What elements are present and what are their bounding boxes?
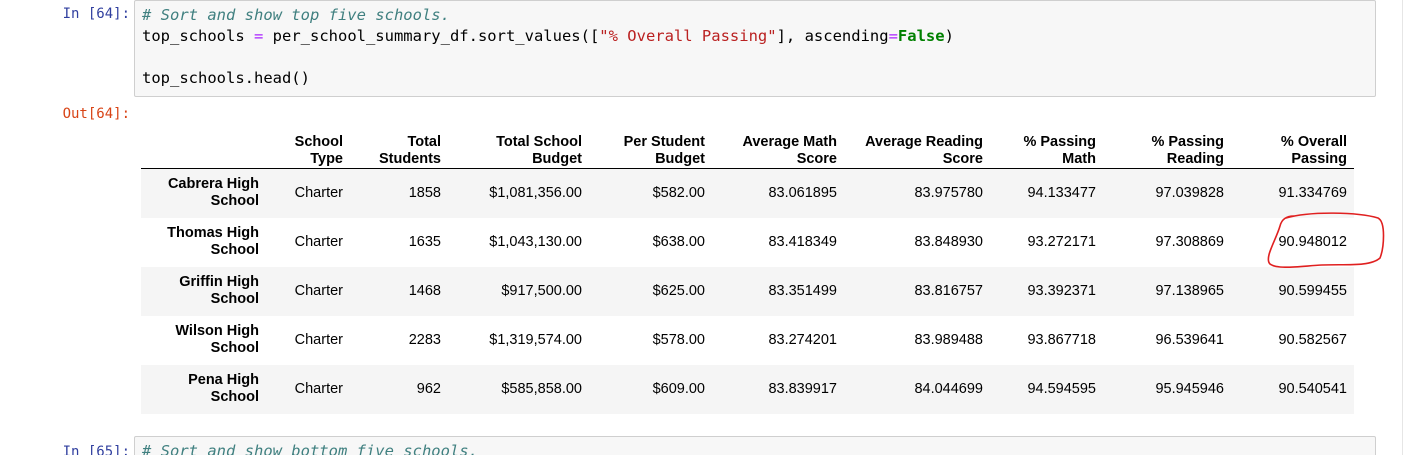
- table-cell: 90.599455: [1278, 283, 1347, 299]
- table-cell: Charter: [294, 381, 343, 397]
- table-row: Griffin High School Charter 1468 $917,500…: [141, 266, 1354, 316]
- table-cell: 83.274201: [768, 332, 837, 348]
- table-cell: 962: [416, 381, 441, 397]
- table-cell: 90.540541: [1278, 381, 1347, 397]
- code-editor[interactable]: # Sort and show bottom five schools.: [135, 437, 1375, 455]
- output-prompt: Out[64]:: [62, 106, 130, 122]
- code-keyword: False: [897, 27, 945, 45]
- code-token: per_school_summary_df.sort_values([: [263, 27, 600, 45]
- table-cell: 97.039828: [1155, 185, 1224, 202]
- code-line: top_schools.head(): [142, 69, 310, 87]
- header-row: School Type Total Students Total School Bud…: [141, 122, 1354, 169]
- code-token: top_schools: [142, 27, 254, 45]
- table-cell: 83.839917: [768, 381, 837, 397]
- table-cell: 84.044699: [914, 381, 983, 397]
- input-prompt: In [65]:: [62, 444, 130, 455]
- column-header: Total Students: [350, 122, 448, 169]
- table-cell: $1,081,356.00: [489, 185, 582, 202]
- code-comment: # Sort and show bottom five schools.: [142, 442, 478, 455]
- row-index: Cabrera High School: [167, 176, 259, 210]
- column-header: % Passing Math: [990, 122, 1103, 169]
- table-cell: 93.867718: [1027, 332, 1096, 348]
- table-cell: $578.00: [652, 332, 705, 348]
- code-cell-input[interactable]: # Sort and show top five schools. top_sc…: [134, 0, 1376, 97]
- table-cell: $582.00: [652, 185, 705, 202]
- table-row: Thomas High School Charter 1635 $1,043,13…: [141, 218, 1354, 267]
- table-row: Pena High School Charter 962 $585,858.00 …: [141, 364, 1354, 414]
- code-token: ], ascending: [776, 27, 889, 45]
- table-cell: 83.418349: [768, 234, 837, 250]
- code-operator: =: [253, 27, 264, 45]
- table-cell: 90.582567: [1278, 332, 1347, 348]
- row-index: Griffin High School: [179, 274, 259, 307]
- table-cell: 83.848930: [914, 234, 983, 250]
- code-string: "% Overall Passing": [599, 27, 777, 45]
- table-cell: $638.00: [652, 234, 705, 250]
- table-cell: 96.539641: [1155, 332, 1224, 348]
- code-token: ): [944, 27, 954, 45]
- column-header: School Type: [266, 122, 350, 169]
- table-cell: $609.00: [652, 381, 705, 397]
- column-header: Per Student Budget: [589, 122, 712, 169]
- code-cell-input[interactable]: # Sort and show bottom five schools.: [134, 436, 1376, 455]
- table-cell: 83.989488: [914, 332, 983, 348]
- table-cell: 93.392371: [1027, 283, 1096, 299]
- table-cell: 97.138965: [1155, 283, 1224, 299]
- input-prompt: In [64]:: [62, 6, 130, 22]
- code-operator: =: [888, 27, 898, 45]
- table-cell: 83.975780: [914, 185, 983, 202]
- row-index: Pena High School: [188, 372, 259, 405]
- table-cell: 94.594595: [1027, 381, 1096, 397]
- output-area: School Type Total Students Total School Bud…: [141, 122, 1354, 414]
- table-cell: 93.272171: [1027, 234, 1096, 250]
- column-header: % Passing Reading: [1103, 122, 1231, 169]
- table-cell: 83.816757: [914, 283, 983, 299]
- table-cell: Charter: [294, 283, 343, 299]
- table-cell: 83.351499: [768, 283, 837, 299]
- row-index: Wilson High School: [175, 323, 259, 356]
- table-cell: $585,858.00: [501, 381, 582, 397]
- table-cell: 95.945946: [1155, 381, 1224, 397]
- table-cell: Charter: [294, 332, 343, 348]
- column-header: Average Reading Score: [844, 122, 990, 169]
- code-comment: # Sort and show top five schools.: [142, 6, 450, 24]
- column-header: Total School Budget: [448, 122, 589, 169]
- table-cell: 1635: [408, 234, 441, 250]
- table-cell: 91.334769: [1278, 185, 1347, 202]
- table-header: School Type Total Students Total School Bud…: [141, 122, 1354, 169]
- table-cell: Charter: [294, 234, 343, 250]
- table-row: Wilson High School Charter 2283 $1,319,57…: [141, 316, 1354, 365]
- table-cell: Charter: [294, 185, 343, 202]
- column-header: % Overall Passing: [1231, 122, 1354, 169]
- row-index: Thomas High School: [167, 225, 259, 258]
- table-body: Cabrera High School Charter 1858 $1,081,3…: [141, 168, 1354, 414]
- highlighted-cell: 90.948012: [1278, 234, 1347, 250]
- table-row: Cabrera High School Charter 1858 $1,081,3…: [141, 168, 1354, 218]
- table-cell: 1468: [408, 283, 441, 299]
- code-editor[interactable]: # Sort and show top five schools. top_sc…: [135, 1, 1375, 89]
- table-cell: $625.00: [652, 283, 705, 299]
- table-cell: $1,319,574.00: [489, 332, 582, 348]
- table-cell: 97.308869: [1155, 234, 1224, 250]
- table-cell: 2283: [408, 332, 441, 348]
- table-cell: 83.061895: [768, 185, 837, 202]
- scrollbar-track[interactable]: [1402, 0, 1403, 455]
- table-cell: $1,043,130.00: [489, 234, 582, 250]
- column-header: Average Math Score: [712, 122, 844, 169]
- index-header: [141, 122, 266, 169]
- table-cell: $917,500.00: [501, 283, 582, 299]
- dataframe-table: School Type Total Students Total School Bud…: [141, 122, 1354, 414]
- table-cell: 94.133477: [1027, 185, 1096, 202]
- table-cell: 1858: [408, 185, 441, 202]
